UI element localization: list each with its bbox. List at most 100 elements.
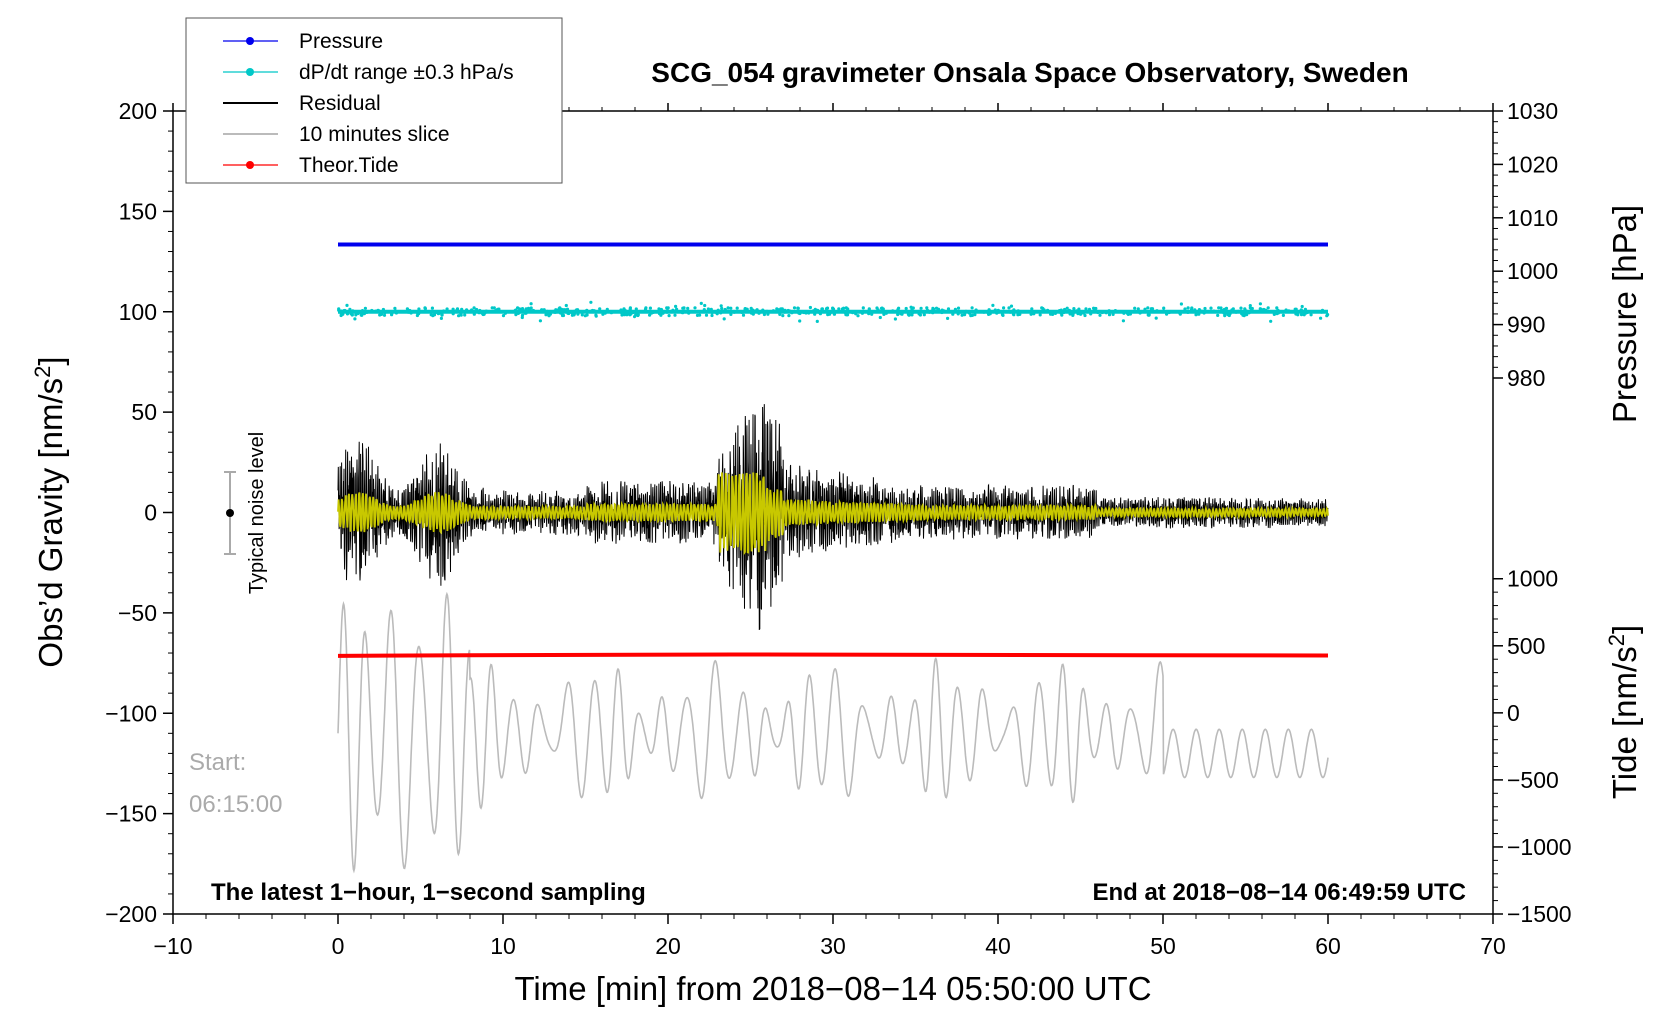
dpdt-point: [503, 311, 507, 315]
dpdt-point: [719, 311, 723, 315]
dpdt-point: [359, 311, 363, 315]
dpdt-point: [724, 309, 728, 313]
legend-label: Pressure: [299, 30, 383, 53]
slice-series-line: [337, 591, 1329, 874]
dpdt-point: [529, 302, 533, 306]
dpdt-point: [959, 310, 963, 314]
dpdt-point: [1149, 308, 1154, 312]
y-tick-label: −50: [118, 600, 157, 626]
pressure-tick-label: 1010: [1507, 205, 1558, 231]
dpdt-point: [897, 306, 901, 310]
dpdt-point: [460, 307, 464, 311]
dpdt-point: [1068, 309, 1072, 314]
filtered-residual-line: [337, 472, 1329, 556]
pressure-tick-label: 1000: [1507, 258, 1558, 284]
dpdt-point: [702, 308, 706, 312]
dpdt-point: [970, 313, 975, 317]
dpdt-point: [854, 312, 858, 316]
dpdt-point: [1029, 312, 1033, 316]
dpdt-point: [1281, 310, 1285, 314]
left-y-axis-title: Obs’d Gravity [nm/s2]: [30, 356, 69, 667]
dpdt-point: [406, 310, 411, 314]
dpdt-point: [1183, 307, 1187, 311]
dpdt-point: [622, 307, 626, 311]
dpdt-point: [726, 306, 730, 310]
legend-label: dP/dt range ±0.3 hPa/s: [299, 61, 514, 84]
dpdt-point: [1275, 312, 1279, 316]
dpdt-point: [453, 310, 457, 314]
dpdt-point: [727, 309, 731, 313]
legend-marker: [246, 161, 254, 169]
dpdt-point: [524, 311, 528, 315]
end-time-note: End at 2018−08−14 06:49:59 UTC: [1092, 879, 1466, 906]
dpdt-point: [680, 310, 684, 314]
dpdt-point: [798, 319, 802, 323]
dpdt-point: [787, 314, 791, 318]
dpdt-point: [1302, 313, 1306, 317]
dpdt-point: [1143, 307, 1147, 311]
dpdt-point: [1107, 313, 1112, 317]
dpdt-point: [1245, 313, 1249, 317]
dpdt-point: [950, 310, 954, 314]
dpdt-point: [468, 310, 472, 314]
dpdt-point: [628, 311, 632, 315]
dpdt-point: [1155, 309, 1159, 313]
dpdt-point: [1154, 316, 1158, 320]
dpdt-point: [910, 313, 914, 317]
dpdt-point: [699, 301, 703, 305]
dpdt-point: [693, 306, 697, 310]
dpdt-point: [1209, 306, 1213, 310]
dpdt-point: [649, 311, 654, 315]
dpdt-point: [625, 313, 629, 317]
dpdt-point: [1319, 316, 1323, 320]
residual-series-line: [337, 404, 1329, 631]
dpdt-point: [1089, 312, 1093, 316]
dpdt-point: [973, 313, 977, 317]
dpdt-point: [1222, 307, 1227, 311]
dpdt-point: [826, 313, 830, 317]
dpdt-point: [922, 313, 926, 317]
dpdt-point: [657, 312, 662, 316]
dpdt-point: [1168, 310, 1172, 314]
dpdt-point: [484, 309, 488, 313]
tick-layer: −10 0 10 20 30 40 50 60 70200150100500−50−100−15…: [105, 98, 1571, 959]
dpdt-point: [861, 306, 865, 310]
dpdt-point: [1110, 310, 1114, 314]
noise-level-dot: [226, 509, 234, 517]
dpdt-point: [1136, 307, 1140, 311]
dpdt-point: [422, 309, 426, 314]
x-tick-label: 30: [820, 933, 846, 959]
dpdt-point: [1016, 309, 1020, 313]
dpdt-point: [891, 309, 895, 313]
dpdt-point: [755, 308, 759, 312]
dpdt-point: [553, 310, 557, 314]
dpdt-point: [1309, 313, 1313, 317]
dpdt-point: [1030, 307, 1034, 311]
legend-label: Theor.Tide: [299, 154, 399, 177]
dpdt-point: [605, 307, 609, 311]
series-layer: [337, 242, 1330, 874]
dpdt-point: [477, 311, 481, 315]
dpdt-point: [1259, 307, 1263, 311]
tide-axis-title: Tide [nm/s2]: [1604, 625, 1643, 799]
dpdt-point: [1100, 310, 1104, 315]
dpdt-point: [1046, 308, 1050, 312]
dpdt-point: [808, 305, 813, 310]
dpdt-point: [423, 306, 427, 310]
y-tick-label: −200: [105, 901, 157, 927]
dpdt-point: [837, 307, 841, 311]
tide-axis-title-end: ]: [1606, 625, 1643, 634]
dpdt-point: [412, 309, 416, 314]
x-tick-label: 70: [1480, 933, 1506, 959]
dpdt-point: [673, 313, 677, 317]
y-tick-label: 100: [119, 299, 157, 325]
dpdt-point: [379, 312, 383, 316]
dpdt-point: [439, 316, 443, 320]
dpdt-point: [585, 313, 589, 317]
dpdt-point: [475, 307, 479, 312]
dpdt-point: [665, 306, 669, 310]
dpdt-point: [946, 307, 951, 311]
dpdt-point: [561, 313, 566, 318]
dpdt-point: [1193, 308, 1197, 312]
